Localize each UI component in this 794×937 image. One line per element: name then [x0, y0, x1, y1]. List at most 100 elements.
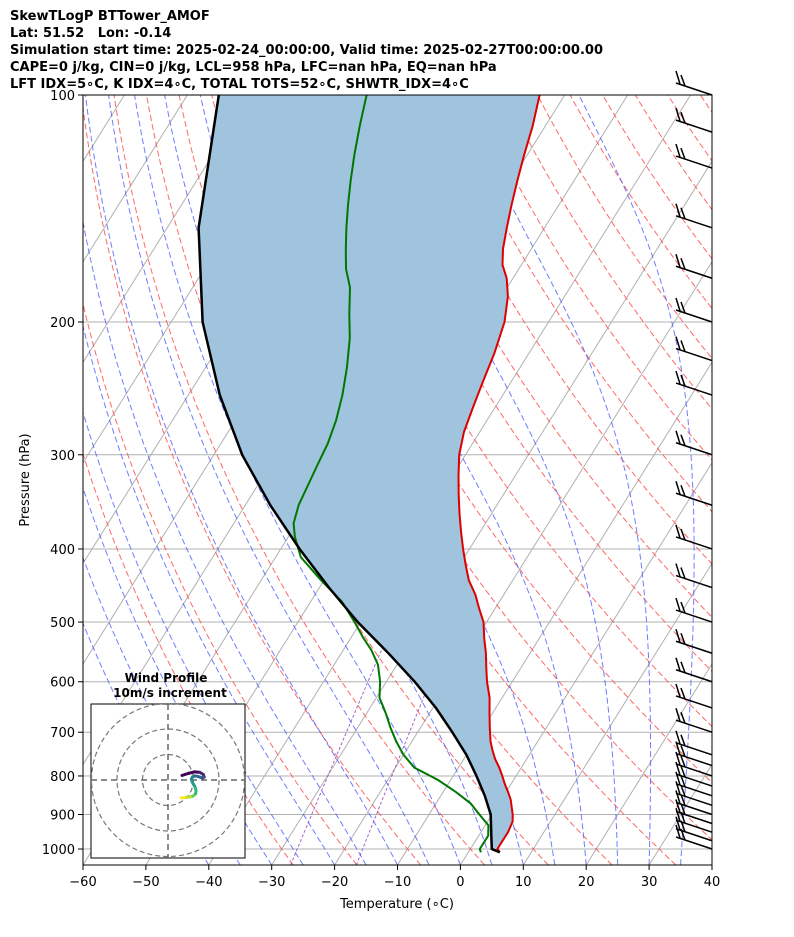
y-tick-label: 600	[50, 676, 75, 691]
mixing-ratio-line	[290, 621, 395, 865]
wind-barb-staff	[675, 742, 713, 756]
wind-barb-staff	[675, 695, 713, 709]
wind-barb-flag	[680, 775, 686, 788]
wind-barb	[675, 481, 713, 506]
title-line-3: Simulation start time: 2025-02-24_00:00:…	[10, 43, 603, 58]
hodograph-ring	[116, 728, 220, 832]
wind-barb-staff	[675, 265, 713, 279]
wind-barb-flag	[680, 803, 686, 815]
y-tick-label: 300	[50, 449, 75, 464]
wind-barb	[675, 203, 713, 229]
dry-adiabat	[504, 95, 712, 410]
x-axis-label: Temperature (∘C)	[339, 897, 454, 912]
x-tick-label: 10	[515, 875, 532, 890]
wind-barb-flag	[675, 563, 681, 577]
dry-adiabat	[667, 95, 712, 162]
wind-barb-flag	[680, 74, 686, 87]
x-tick-label: −30	[258, 875, 285, 890]
y-tick-label: 100	[50, 89, 75, 104]
wind-barb-flag	[675, 799, 681, 813]
wind-barb-staff	[675, 801, 713, 816]
wind-barb-flag	[680, 434, 686, 447]
wind-barb-flag	[675, 254, 681, 268]
isotherm-gridline	[83, 95, 188, 263]
moist-adiabat	[457, 95, 652, 865]
wind-barb	[675, 597, 713, 623]
wind-barb-staff	[675, 828, 713, 842]
wind-barb	[675, 629, 713, 654]
wind-barb-flag	[680, 687, 686, 700]
dewpoint-line	[292, 95, 490, 853]
wind-barb-staff	[675, 215, 713, 229]
x-tick-label: 20	[578, 875, 595, 890]
x-tick-label: 40	[704, 875, 721, 890]
dry-adiabat	[83, 452, 294, 865]
wind-barb-staff	[675, 82, 713, 96]
wind-barb-staff	[675, 492, 713, 506]
wind-barb-flag	[675, 107, 681, 122]
wind-barb-staff	[675, 752, 713, 767]
wind-barb-flag	[675, 597, 681, 612]
title-line-1: SkewTLogP BTTower_AMOF	[10, 9, 210, 24]
wind-barb-flag	[675, 816, 681, 830]
wind-barb	[675, 799, 713, 825]
cape-cin-shading	[198, 95, 540, 853]
wind-barb	[675, 708, 713, 733]
wind-barb-flag	[680, 711, 686, 724]
wind-barb	[675, 70, 713, 96]
wind-barb-staff	[675, 763, 713, 777]
wind-barb-flag	[675, 657, 681, 671]
wind-barb	[675, 730, 713, 756]
wind-barb-staff	[675, 536, 713, 550]
wind-barb-flag	[675, 708, 681, 722]
wind-barb-staff	[675, 382, 713, 396]
wind-barb-staff	[675, 773, 713, 787]
wind-barb-flag	[675, 629, 681, 643]
isotherm-gridline	[585, 662, 712, 865]
x-tick-label: 0	[456, 875, 464, 890]
wind-barb	[675, 143, 713, 169]
y-tick-label: 500	[50, 616, 75, 631]
x-tick-label: −10	[384, 875, 411, 890]
y-tick-label: 900	[50, 809, 75, 824]
x-tick-label: −40	[195, 875, 222, 890]
moist-adiabat	[134, 95, 461, 865]
title-line-2: Lat: 51.52 Lon: -0.14	[10, 26, 172, 41]
wind-barbs	[675, 70, 713, 850]
wind-barb-flag	[675, 143, 681, 158]
isotherm-gridline	[648, 763, 712, 865]
y-tick-label: 700	[50, 726, 75, 741]
wind-barb-flag	[675, 70, 681, 85]
wind-barb-flag	[675, 203, 681, 217]
parcel-profile-line	[197, 95, 501, 854]
wind-barb-flag	[675, 808, 681, 822]
y-axis-label: Pressure (hPa)	[18, 433, 33, 526]
wind-barb-flag	[675, 370, 681, 385]
wind-barb-flag	[675, 481, 681, 495]
wind-barb-flag	[680, 745, 686, 757]
wind-barb-flag	[680, 374, 686, 387]
wind-barb	[675, 563, 713, 589]
wind-barb-flag	[680, 207, 686, 220]
wind-barb-flag	[675, 430, 681, 444]
wind-barb	[675, 657, 713, 683]
wind-barb-flag	[680, 661, 686, 674]
dry-adiabat	[733, 95, 794, 865]
moist-adiabat	[366, 95, 619, 865]
wind-barb-staff	[675, 669, 713, 683]
wind-barb	[675, 107, 713, 133]
x-tick-label: −60	[69, 875, 96, 890]
wind-barb-flag	[680, 785, 686, 797]
wind-barb-flag	[675, 824, 681, 839]
isotherm-gridline	[711, 864, 712, 865]
y-tick-label: 400	[50, 543, 75, 558]
wind-barb-staff	[675, 719, 713, 733]
wind-barb	[675, 790, 713, 816]
dry-adiabat	[471, 95, 712, 461]
isotherm-gridline	[271, 160, 712, 865]
moist-adiabat	[243, 95, 556, 865]
dry-adiabat	[113, 95, 485, 865]
wind-barb-flag	[675, 336, 681, 350]
moist-adiabat	[83, 410, 304, 865]
